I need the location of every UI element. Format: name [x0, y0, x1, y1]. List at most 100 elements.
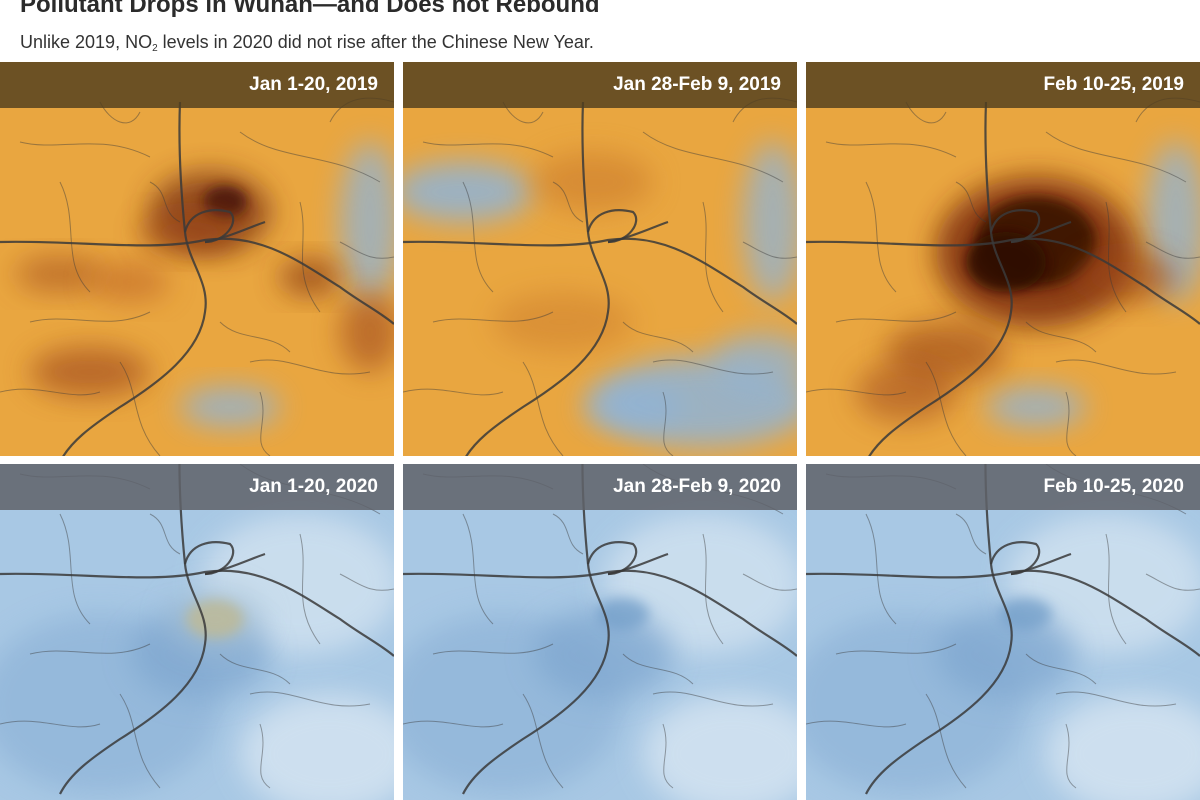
minor-road: [652, 359, 774, 375]
minor-road: [652, 691, 774, 707]
panel-label: Jan 1-20, 2020: [0, 464, 394, 510]
major-road: [989, 541, 1041, 576]
no2-map: [403, 464, 797, 800]
road-network: [806, 464, 1200, 795]
minor-road: [835, 311, 957, 323]
major-road: [586, 541, 638, 576]
minor-road: [462, 513, 494, 625]
minor-road: [29, 311, 151, 323]
minor-road: [1105, 201, 1127, 313]
major-road: [586, 209, 638, 244]
minor-road: [59, 513, 91, 625]
panel-label: Jan 28-Feb 9, 2020: [403, 464, 797, 510]
minor-road: [1105, 533, 1127, 645]
minor-road: [825, 141, 957, 158]
minor-road: [249, 359, 371, 375]
minor-road: [1065, 391, 1077, 456]
no2-map: [0, 62, 394, 456]
minor-road: [662, 723, 674, 789]
map-grid: Jan 1-20, 2019 Jan 28-Feb 9, 2019 Feb 10…: [0, 62, 1200, 800]
minor-road: [239, 131, 381, 183]
minor-road: [432, 643, 554, 655]
minor-road: [1055, 359, 1177, 375]
major-road: [865, 464, 1013, 795]
minor-road: [149, 513, 181, 555]
major-road: [59, 464, 207, 795]
no2-map: [806, 464, 1200, 800]
minor-road: [642, 131, 784, 183]
minor-road: [1055, 691, 1177, 707]
map-panel-2019-late-jan: Jan 28-Feb 9, 2019: [403, 62, 797, 456]
minor-road: [299, 201, 321, 313]
pollution-layer: [806, 62, 1200, 456]
minor-road: [119, 361, 161, 456]
major-road: [403, 237, 797, 325]
panel-label: Jan 1-20, 2019: [0, 62, 394, 108]
minor-road: [1065, 723, 1077, 789]
minor-road: [702, 201, 724, 313]
minor-road: [422, 141, 554, 158]
minor-road: [925, 361, 967, 456]
minor-road: [259, 723, 271, 789]
major-road: [868, 101, 1013, 456]
panel-label: Feb 10-25, 2019: [806, 62, 1200, 108]
minor-road: [403, 720, 504, 728]
pollution-layer: [0, 62, 394, 456]
minor-road: [1025, 653, 1097, 685]
minor-road: [955, 513, 987, 555]
major-road: [806, 237, 1200, 325]
minor-road: [339, 241, 394, 259]
pollution-layer: [0, 464, 394, 800]
minor-road: [249, 691, 371, 707]
minor-road: [339, 573, 394, 591]
minor-road: [806, 720, 907, 728]
major-road: [462, 464, 610, 795]
page-subtitle: Unlike 2019, NO2 levels in 2020 did not …: [20, 32, 594, 54]
minor-road: [1145, 241, 1200, 259]
minor-road: [0, 720, 101, 728]
minor-road: [622, 653, 694, 685]
minor-road: [403, 388, 504, 396]
minor-road: [1045, 131, 1187, 183]
minor-road: [702, 533, 724, 645]
minor-road: [149, 181, 181, 223]
minor-road: [59, 181, 91, 293]
panel-label: Jan 28-Feb 9, 2019: [403, 62, 797, 108]
no2-map: [403, 62, 797, 456]
major-road: [806, 569, 1200, 657]
major-road: [183, 541, 235, 576]
no2-map: [0, 464, 394, 800]
major-road: [403, 569, 797, 657]
no2-map: [806, 62, 1200, 456]
minor-road: [806, 388, 907, 396]
minor-road: [662, 391, 674, 456]
minor-road: [865, 513, 897, 625]
subtitle-text-after: levels in 2020 did not rise after the Ch…: [157, 32, 594, 52]
minor-road: [432, 311, 554, 323]
map-panel-2020-late-jan: Jan 28-Feb 9, 2020: [403, 464, 797, 800]
map-panel-2020-jan: Jan 1-20, 2020: [0, 464, 394, 800]
pollution-layer: [403, 464, 797, 800]
minor-road: [955, 181, 987, 223]
major-road: [183, 209, 235, 244]
minor-road: [462, 181, 494, 293]
pollution-layer: [806, 464, 1200, 800]
minor-road: [29, 643, 151, 655]
minor-road: [0, 388, 101, 396]
major-road: [0, 569, 394, 657]
minor-road: [742, 241, 797, 259]
minor-road: [552, 181, 584, 223]
map-panel-2019-jan: Jan 1-20, 2019: [0, 62, 394, 456]
minor-road: [299, 533, 321, 645]
major-road: [465, 101, 610, 456]
panel-label: Feb 10-25, 2020: [806, 464, 1200, 510]
page-title: Pollutant Drops in Wuhan—and Does not Re…: [20, 0, 600, 18]
subtitle-subscript: 2: [152, 43, 158, 54]
minor-road: [219, 321, 291, 353]
minor-road: [19, 141, 151, 158]
major-road: [0, 237, 394, 325]
map-panel-2019-feb: Feb 10-25, 2019: [806, 62, 1200, 456]
header: Pollutant Drops in Wuhan—and Does not Re…: [0, 0, 1200, 60]
minor-road: [259, 391, 271, 456]
minor-road: [522, 361, 564, 456]
